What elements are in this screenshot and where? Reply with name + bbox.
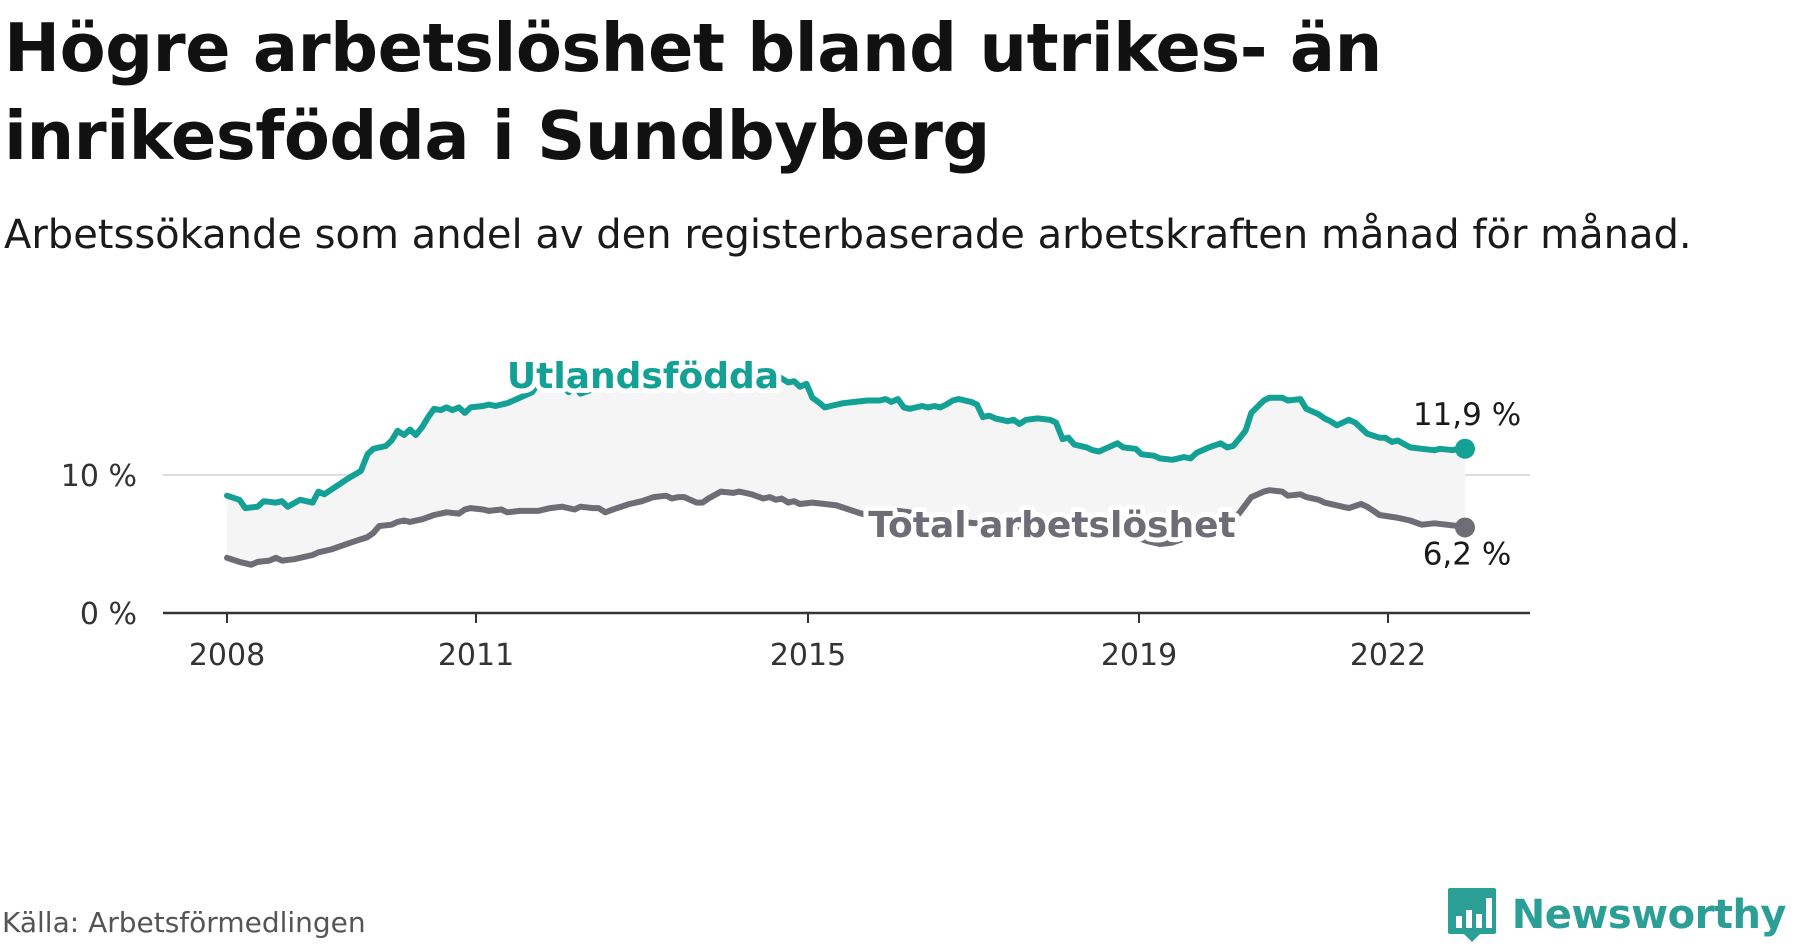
- chart-subtitle: Arbetssökande som andel av den registerb…: [4, 212, 1692, 258]
- brand[interactable]: Newsworthy: [1446, 886, 1787, 944]
- y-tick-label: 0 %: [80, 597, 137, 632]
- series-name-label-utlandsfodda: Utlandsfödda: [507, 360, 779, 397]
- chart-title: Högre arbetslöshet bland utrikes- än inr…: [4, 9, 1382, 175]
- end-point-total: [1455, 517, 1475, 538]
- series-name-halo-total: Total arbetslöshet: [868, 505, 1236, 546]
- end-point-utlandsfodda: [1455, 438, 1475, 459]
- series-name-label-total: Total arbetslöshet: [868, 505, 1236, 546]
- x-tick-label: 2011: [438, 638, 514, 673]
- series-name-halo-utlandsfodda: Utlandsfödda: [507, 360, 779, 397]
- x-tick-label: 2019: [1101, 638, 1177, 673]
- gap-band: [227, 375, 1465, 565]
- x-tick-label: 2008: [189, 638, 265, 673]
- series-lines: [224, 372, 1475, 568]
- chart-labels: 11,9 %6,2 %UtlandsföddaUtlandsföddaTotal…: [502, 360, 1521, 572]
- series-line-total: [224, 487, 1468, 568]
- end-value-label-utlandsfodda: 11,9 %: [1413, 397, 1521, 433]
- brand-name: Newsworthy: [1511, 892, 1787, 938]
- source-note: Källa: Arbetsförmedlingen: [2, 906, 366, 939]
- x-tick-label: 2015: [770, 638, 846, 673]
- series-line-utlandsfodda: [224, 372, 1468, 512]
- x-tick-label: 2022: [1350, 638, 1426, 673]
- y-tick-label: 10 %: [61, 459, 137, 494]
- newsworthy-logo-icon: [1447, 888, 1496, 942]
- end-value-label-total: 6,2 %: [1423, 536, 1512, 572]
